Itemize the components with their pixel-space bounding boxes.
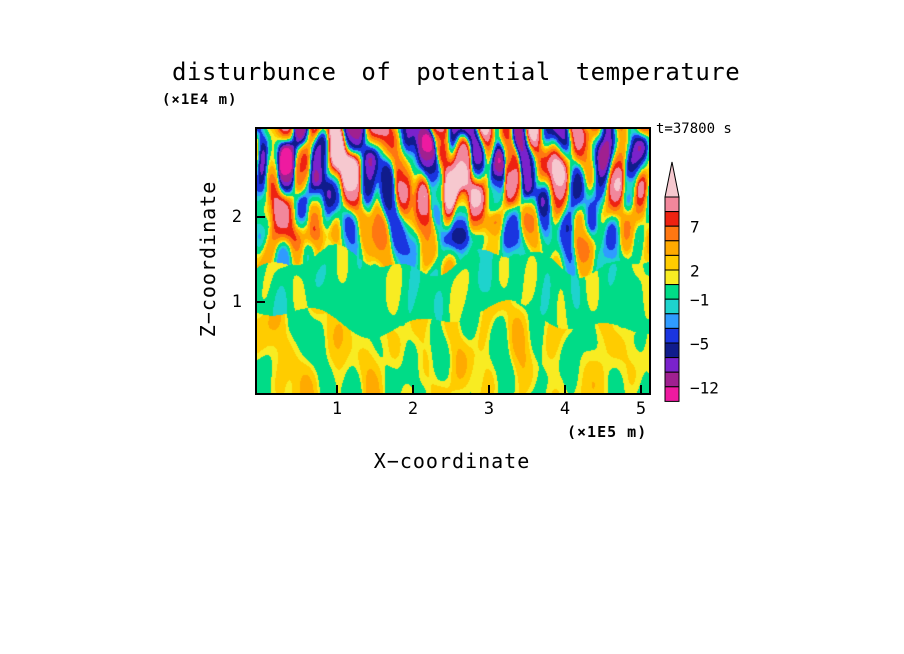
- colorbar-level-label: −5: [690, 334, 710, 354]
- colorbar-tip: [664, 161, 680, 198]
- colorbar-gradient: [664, 161, 680, 402]
- colorbar-level-label: −1: [690, 290, 710, 310]
- contour-field-canvas: [257, 129, 649, 393]
- y-axis-tick: [257, 301, 265, 303]
- colorbar-segment: [664, 254, 680, 271]
- x-tick-label: 1: [331, 399, 343, 419]
- y-axis-title: Z−coordinate: [196, 180, 220, 338]
- colorbar-level-label: −12: [690, 378, 719, 398]
- colorbar-segment: [664, 240, 680, 256]
- x-tick-label: 4: [559, 399, 571, 419]
- y-axis-unit-label: (×1E4 m): [162, 92, 238, 108]
- colorbar-level-label: 2: [690, 261, 700, 281]
- x-tick-label: 2: [407, 399, 419, 419]
- page-title: disturbunce of potential temperature: [172, 58, 741, 86]
- x-axis-tick: [336, 385, 338, 393]
- x-tick-label: 3: [483, 399, 495, 419]
- y-tick-label: 2: [231, 207, 242, 227]
- plot-area: [255, 127, 651, 395]
- x-tick-label: 5: [635, 399, 647, 419]
- colorbar-segment: [664, 357, 680, 373]
- colorbar-level-label: 7: [690, 217, 700, 237]
- colorbar-segment: [664, 342, 680, 359]
- y-axis-tick: [257, 216, 265, 218]
- x-axis-tick: [488, 385, 490, 393]
- time-annotation: t=37800 s: [656, 121, 732, 137]
- colorbar-segment: [664, 225, 680, 242]
- x-axis-unit-label: (×1E5 m): [567, 423, 648, 441]
- colorbar-segment: [664, 386, 680, 402]
- colorbar-segment: [664, 298, 680, 315]
- colorbar-segment: [664, 269, 680, 286]
- colorbar-segment: [664, 196, 680, 213]
- colorbar-segment: [664, 327, 680, 344]
- y-tick-label: 1: [231, 292, 242, 312]
- x-axis-title: X−coordinate: [373, 449, 531, 473]
- colorbar-segment: [664, 313, 680, 329]
- colorbar-segment: [664, 284, 680, 300]
- colorbar-segment: [664, 371, 680, 388]
- colorbar: [660, 161, 700, 411]
- x-axis-tick: [412, 385, 414, 393]
- x-axis-tick: [564, 385, 566, 393]
- x-axis-tick: [640, 385, 642, 393]
- colorbar-segment: [664, 211, 680, 227]
